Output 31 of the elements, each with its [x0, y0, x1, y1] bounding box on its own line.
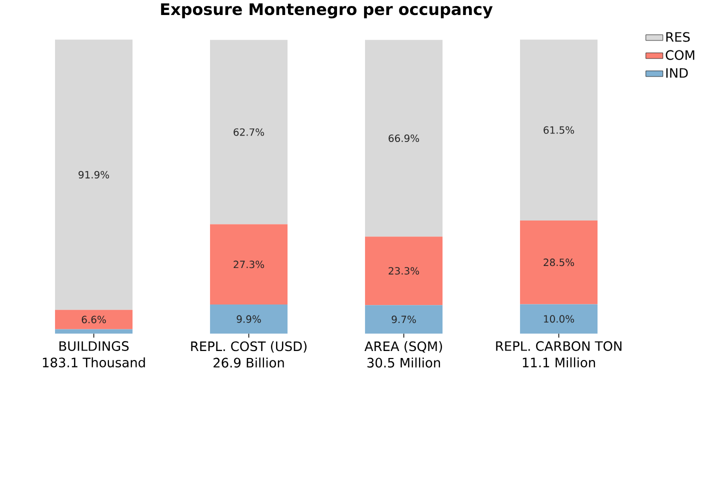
- bar: [365, 40, 443, 237]
- data-label: 10.0%: [544, 315, 574, 323]
- x-tick-label: REPL. CARBON TON 11.1 Million: [496, 341, 622, 368]
- legend-label: IND: [666, 68, 688, 78]
- bar: [210, 224, 288, 305]
- data-label: 23.3%: [388, 267, 420, 275]
- bar: [210, 40, 288, 224]
- chart-title: Exposure Montenegro per occupancy: [161, 4, 493, 19]
- bar: [520, 220, 598, 304]
- bar: [520, 40, 598, 221]
- data-label: 91.9%: [78, 171, 110, 179]
- bar: [365, 305, 443, 334]
- data-label: 9.7%: [392, 316, 416, 324]
- data-label: 61.5%: [544, 126, 574, 134]
- bar: [55, 40, 133, 310]
- x-tick-label: AREA (SQM) 30.5 Million: [364, 341, 442, 368]
- bar: [210, 304, 288, 334]
- data-label: 62.7%: [234, 128, 264, 136]
- bar: [520, 304, 598, 334]
- data-label: 6.6%: [82, 316, 106, 324]
- x-tick-label: REPL. COST (USD) 26.9 Billion: [191, 341, 307, 368]
- data-label: 9.9%: [236, 316, 261, 324]
- bar: [365, 236, 443, 306]
- bar: [55, 329, 133, 334]
- x-tick-label: BUILDINGS 183.1 Thousand: [42, 341, 145, 368]
- data-label: 27.3%: [234, 260, 264, 268]
- data-label: 28.5%: [544, 258, 574, 266]
- legend-label: RES: [666, 32, 690, 42]
- data-label: 66.9%: [388, 134, 420, 142]
- bar: [55, 310, 133, 330]
- legend-label: COM: [666, 50, 694, 60]
